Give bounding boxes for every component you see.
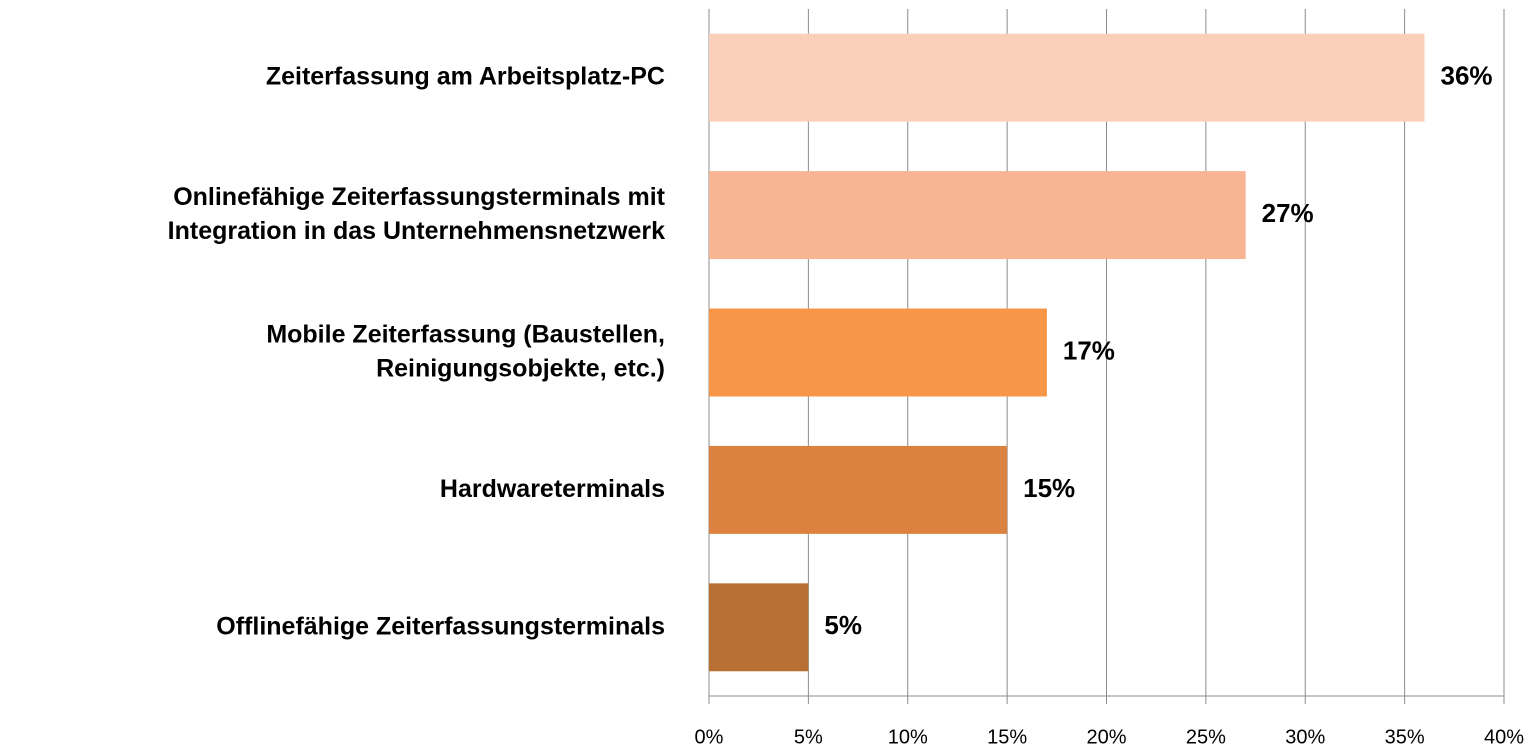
category-label: Offlinefähige Zeiterfassungsterminals xyxy=(216,612,665,640)
bar xyxy=(709,171,1246,260)
x-tick-label: 15% xyxy=(987,726,1027,748)
x-tick-label: 0% xyxy=(695,726,724,748)
value-label: 27% xyxy=(1262,198,1314,228)
x-tick-label: 5% xyxy=(794,726,823,748)
bar xyxy=(709,445,1008,534)
x-tick-label: 35% xyxy=(1385,726,1425,748)
category-label: Zeiterfassung am Arbeitsplatz-PC xyxy=(266,62,665,90)
value-label: 36% xyxy=(1441,61,1493,91)
category-label: Mobile Zeiterfassung (Baustellen, Reinigu… xyxy=(266,320,665,382)
value-label: 15% xyxy=(1023,473,1075,503)
x-tick-label: 10% xyxy=(888,726,928,748)
bar xyxy=(709,308,1047,397)
bar xyxy=(709,583,809,672)
value-label: 5% xyxy=(824,610,862,640)
x-tick-label: 30% xyxy=(1285,726,1325,748)
category-label: Onlinefähige Zeiterfassungsterminals mit… xyxy=(168,183,666,245)
value-label: 17% xyxy=(1063,335,1115,365)
bar xyxy=(709,33,1425,122)
x-tick-label: 20% xyxy=(1086,726,1126,748)
x-tick-label: 40% xyxy=(1484,726,1524,748)
x-tick-label: 25% xyxy=(1186,726,1226,748)
category-label: Hardwareterminals xyxy=(440,475,665,503)
